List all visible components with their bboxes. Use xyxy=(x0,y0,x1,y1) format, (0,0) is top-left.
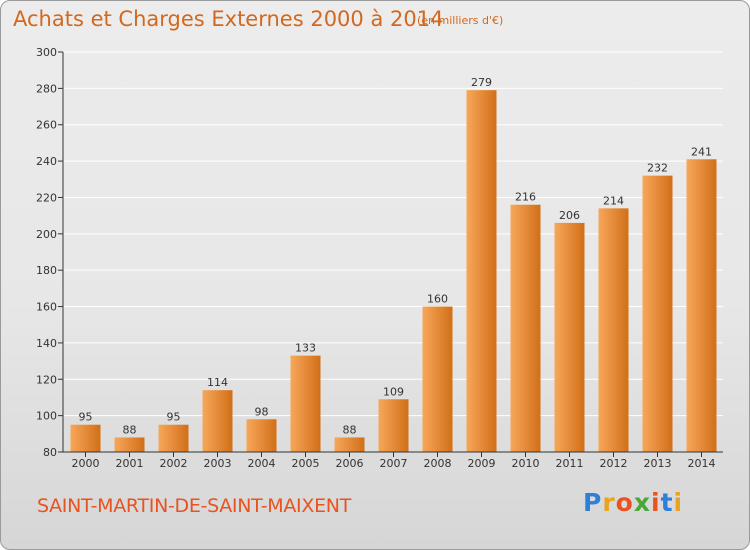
bar-2008 xyxy=(422,306,453,452)
y-tick-label: 120 xyxy=(36,373,57,386)
x-tick-label: 2009 xyxy=(468,457,496,470)
y-tick-label: 140 xyxy=(36,337,57,350)
bar-2011 xyxy=(554,222,585,452)
bar-2003 xyxy=(202,390,233,452)
commune-name: SAINT-MARTIN-DE-SAINT-MAIXENT xyxy=(37,495,352,517)
bar-2002 xyxy=(158,424,189,452)
y-axis-ticks: 80 100 120 140 160 180 200 220 240 260 280 300 xyxy=(36,46,63,459)
bar-value-label: 241 xyxy=(691,145,712,158)
bar-2013 xyxy=(642,175,673,453)
x-tick-label: 2013 xyxy=(644,457,672,470)
bar-value-label: 95 xyxy=(167,411,181,424)
value-labels: 95 88 95 114 98 133 88 109 160 279 216 206 214 232 241 xyxy=(79,76,713,436)
logo-letter: r xyxy=(602,488,616,517)
y-tick-label: 80 xyxy=(43,446,57,459)
bar-2010 xyxy=(510,204,541,452)
bar-value-label: 114 xyxy=(207,376,228,389)
y-tick-label: 280 xyxy=(36,82,57,95)
y-tick-label: 100 xyxy=(36,410,57,423)
bar-2005 xyxy=(290,355,321,452)
logo-letter: P xyxy=(583,488,603,517)
bar-2007 xyxy=(378,399,409,452)
y-tick-label: 180 xyxy=(36,264,57,277)
y-tick-label: 300 xyxy=(36,46,57,59)
y-tick-label: 260 xyxy=(36,119,57,132)
chart-unit: (en milliers d'€) xyxy=(417,14,504,27)
y-tick-label: 240 xyxy=(36,155,57,168)
x-tick-label: 2007 xyxy=(380,457,408,470)
bar-value-label: 160 xyxy=(427,293,448,306)
x-tick-label: 2008 xyxy=(424,457,452,470)
x-tick-label: 2004 xyxy=(248,457,276,470)
y-tick-label: 220 xyxy=(36,191,57,204)
bar-2012 xyxy=(598,208,629,452)
bar-value-label: 95 xyxy=(79,411,93,424)
bar-value-label: 214 xyxy=(603,194,624,207)
x-axis-ticks: 2000 2001 2002 2003 2004 2005 2006 2007 2008 2009… xyxy=(72,452,716,470)
bar-2004 xyxy=(246,419,277,452)
bar-value-label: 216 xyxy=(515,191,536,204)
logo-letter: i xyxy=(673,488,684,517)
logo-letter: x xyxy=(633,488,651,517)
x-tick-label: 2002 xyxy=(160,457,188,470)
proxiti-logo[interactable]: Proxiti xyxy=(583,488,683,517)
bar-value-label: 109 xyxy=(383,385,404,398)
bar-2001 xyxy=(114,437,145,452)
logo-letter: o xyxy=(615,488,634,517)
bar-value-label: 88 xyxy=(343,423,357,436)
logo-letter: t xyxy=(660,488,674,517)
bar-2006 xyxy=(334,437,365,452)
chart-title: Achats et Charges Externes 2000 à 2014 xyxy=(13,7,444,31)
bar-value-label: 232 xyxy=(647,162,668,175)
x-tick-label: 2001 xyxy=(116,457,144,470)
bars xyxy=(70,90,717,453)
bar-value-label: 98 xyxy=(255,405,269,418)
y-tick-label: 160 xyxy=(36,301,57,314)
bar-value-label: 206 xyxy=(559,209,580,222)
x-tick-label: 2014 xyxy=(688,457,716,470)
x-tick-label: 2000 xyxy=(72,457,100,470)
x-tick-label: 2006 xyxy=(336,457,364,470)
x-tick-label: 2010 xyxy=(512,457,540,470)
logo-letter: i xyxy=(651,488,661,517)
x-tick-label: 2011 xyxy=(556,457,584,470)
bar-2009 xyxy=(466,90,497,452)
bar-2014 xyxy=(686,159,717,453)
bar-value-label: 133 xyxy=(295,342,316,355)
bar-value-label: 88 xyxy=(123,423,137,436)
x-tick-label: 2012 xyxy=(600,457,628,470)
x-tick-label: 2005 xyxy=(292,457,320,470)
y-tick-label: 200 xyxy=(36,228,57,241)
bar-value-label: 279 xyxy=(471,76,492,89)
bar-2000 xyxy=(70,424,101,452)
x-tick-label: 2003 xyxy=(204,457,232,470)
